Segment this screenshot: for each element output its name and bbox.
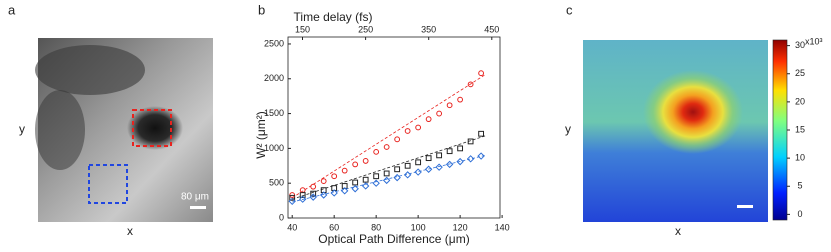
data-point xyxy=(289,194,296,201)
data-point xyxy=(446,102,453,109)
scale-bar xyxy=(190,206,206,209)
x2-tick-label: 350 xyxy=(421,24,436,34)
roi-box xyxy=(88,164,128,204)
roi-box xyxy=(132,109,172,147)
fit-line xyxy=(292,135,486,200)
data-point xyxy=(331,173,338,180)
data-point xyxy=(394,166,401,173)
x-tick-label: 120 xyxy=(453,222,468,232)
plot: 40 60 80 100 120 140 150 250 350 450 0 500 1000 1500 2… xyxy=(264,24,510,232)
data-point xyxy=(362,158,369,164)
data-point xyxy=(446,148,453,155)
image-texture xyxy=(35,90,85,170)
data-point xyxy=(382,176,391,185)
data-point xyxy=(477,152,485,160)
axis-label: x xyxy=(127,224,133,238)
data-point xyxy=(299,192,306,198)
data-point xyxy=(352,179,359,186)
data-point xyxy=(362,176,369,183)
axis-label: y xyxy=(565,122,571,136)
data-point xyxy=(478,130,485,137)
data-point xyxy=(425,116,432,123)
x2-tick-label: 250 xyxy=(358,24,373,34)
panel-label: b xyxy=(258,2,265,17)
data-point xyxy=(383,170,390,177)
data-point xyxy=(404,162,411,169)
data-point xyxy=(467,81,474,88)
data-point xyxy=(352,161,359,168)
data-point xyxy=(288,197,296,205)
data-point xyxy=(457,145,464,152)
y-tick-label: 500 xyxy=(269,178,284,188)
colorbar-tick-label: 10 xyxy=(795,153,805,163)
data-point xyxy=(310,183,317,190)
y-tick-label: 2000 xyxy=(264,73,284,83)
data-point xyxy=(372,179,380,187)
data-point xyxy=(415,124,422,131)
y-tick-label: 2500 xyxy=(264,38,284,48)
x-tick-label: 60 xyxy=(329,222,339,232)
plot-frame xyxy=(287,36,501,219)
data-point xyxy=(436,152,443,159)
y-axis-title: W² (μm²) xyxy=(254,111,268,159)
data-point xyxy=(320,178,327,185)
axis-label: y xyxy=(19,122,25,136)
x-tick-label: 140 xyxy=(495,222,510,232)
data-point xyxy=(383,144,390,150)
x-tick-label: 40 xyxy=(287,222,297,232)
x-tick-label: 100 xyxy=(411,222,426,232)
x2-tick-label: 150 xyxy=(295,24,310,34)
data-point xyxy=(456,157,464,166)
panel-label: c xyxy=(566,2,573,17)
y-tick-label: 0 xyxy=(279,212,284,222)
data-point xyxy=(425,155,432,162)
y-tick-label: 1500 xyxy=(264,108,284,118)
data-point xyxy=(310,190,317,197)
colorbar-exponent: x10³ xyxy=(805,36,823,46)
data-point xyxy=(457,96,464,103)
data-point xyxy=(466,155,475,163)
data-point xyxy=(298,195,307,203)
colorbar xyxy=(772,39,788,221)
x-tick-label: 80 xyxy=(371,222,381,232)
colorbar-tick-label: 30 xyxy=(795,40,805,50)
heatmap-hotspot xyxy=(643,70,743,154)
data-point xyxy=(373,173,380,180)
data-point xyxy=(341,167,348,174)
x-axis-title: Optical Path Difference (μm) xyxy=(318,232,469,246)
image-texture xyxy=(35,45,145,95)
x2-tick-label: 450 xyxy=(484,24,499,34)
colorbar-ticks: 0 5 10 15 20 25 30 xyxy=(787,40,805,219)
data-point xyxy=(351,185,359,193)
data-point xyxy=(309,193,317,201)
fit-line xyxy=(292,154,486,203)
colorbar-tick-label: 5 xyxy=(797,181,802,191)
colorbar-tick-label: 25 xyxy=(795,68,805,78)
data-point xyxy=(415,159,422,166)
data-point xyxy=(435,163,443,171)
colorbar-tick-label: 20 xyxy=(795,96,805,106)
data-point xyxy=(436,110,443,117)
image-texture xyxy=(127,106,183,150)
axis-label: x xyxy=(675,224,681,238)
data-point xyxy=(404,128,411,134)
scale-bar-label: 80 μm xyxy=(181,192,209,203)
data-point xyxy=(394,136,401,143)
panel-label: a xyxy=(8,2,16,17)
data-point xyxy=(393,173,401,182)
data-point xyxy=(445,160,454,169)
data-point xyxy=(478,70,485,77)
data-point xyxy=(319,191,328,199)
fit-line xyxy=(291,74,486,199)
data-point xyxy=(373,148,380,155)
data-point xyxy=(361,182,370,190)
y-tick-label: 1000 xyxy=(264,143,284,153)
colorbar-tick-label: 0 xyxy=(797,209,802,219)
colorbar-tick-label: 15 xyxy=(795,124,805,134)
scale-bar xyxy=(737,205,753,208)
x2-axis-title: Time delay (fs) xyxy=(294,10,373,24)
